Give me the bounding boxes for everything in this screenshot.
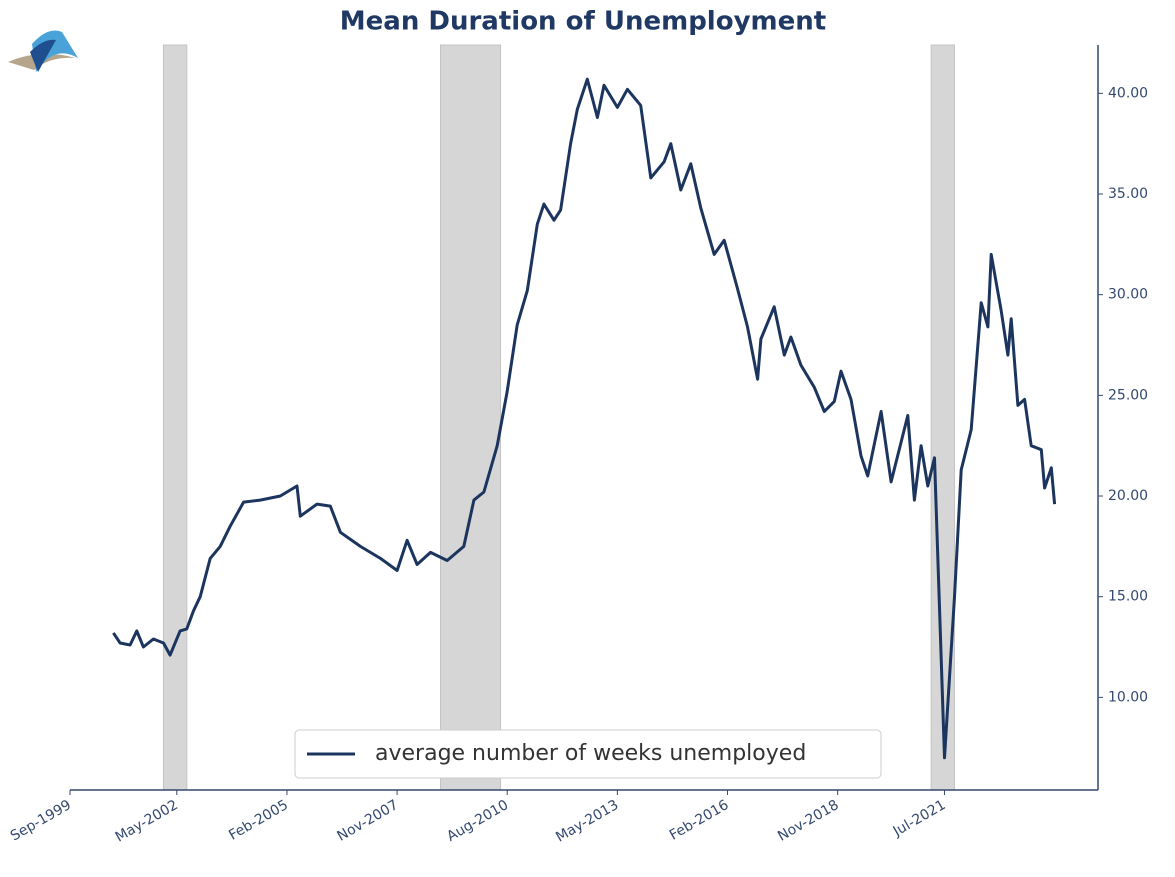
- x-tick-label: Sep-1999: [8, 797, 74, 844]
- x-tick-label: Jul-2021: [890, 797, 949, 840]
- y-tick-label: 25.00: [1108, 387, 1148, 403]
- y-tick-label: 40.00: [1108, 85, 1148, 101]
- x-tick-label: Feb-2016: [667, 797, 732, 844]
- shaded-period: [439, 44, 502, 791]
- x-tick-label: May-2013: [553, 797, 621, 846]
- y-tick-label: 15.00: [1108, 589, 1148, 605]
- y-tick-label: 35.00: [1108, 186, 1148, 202]
- x-tick-label: Feb-2005: [226, 797, 291, 844]
- x-tick-label: Aug-2010: [444, 797, 511, 845]
- logo: [8, 30, 78, 72]
- chart-title: Mean Duration of Unemployment: [340, 7, 826, 37]
- legend-label: average number of weeks unemployed: [375, 741, 806, 766]
- shaded-period: [162, 44, 188, 791]
- legend-box: [294, 729, 882, 779]
- line-series: [112, 77, 1057, 760]
- x-tick-label: Nov-2018: [775, 797, 842, 845]
- x-tick-label: Nov-2007: [335, 797, 402, 845]
- y-tick-label: 10.00: [1108, 689, 1148, 705]
- y-tick-label: 30.00: [1108, 287, 1148, 303]
- x-tick-label: May-2002: [113, 797, 181, 846]
- y-tick-label: 20.00: [1108, 488, 1148, 504]
